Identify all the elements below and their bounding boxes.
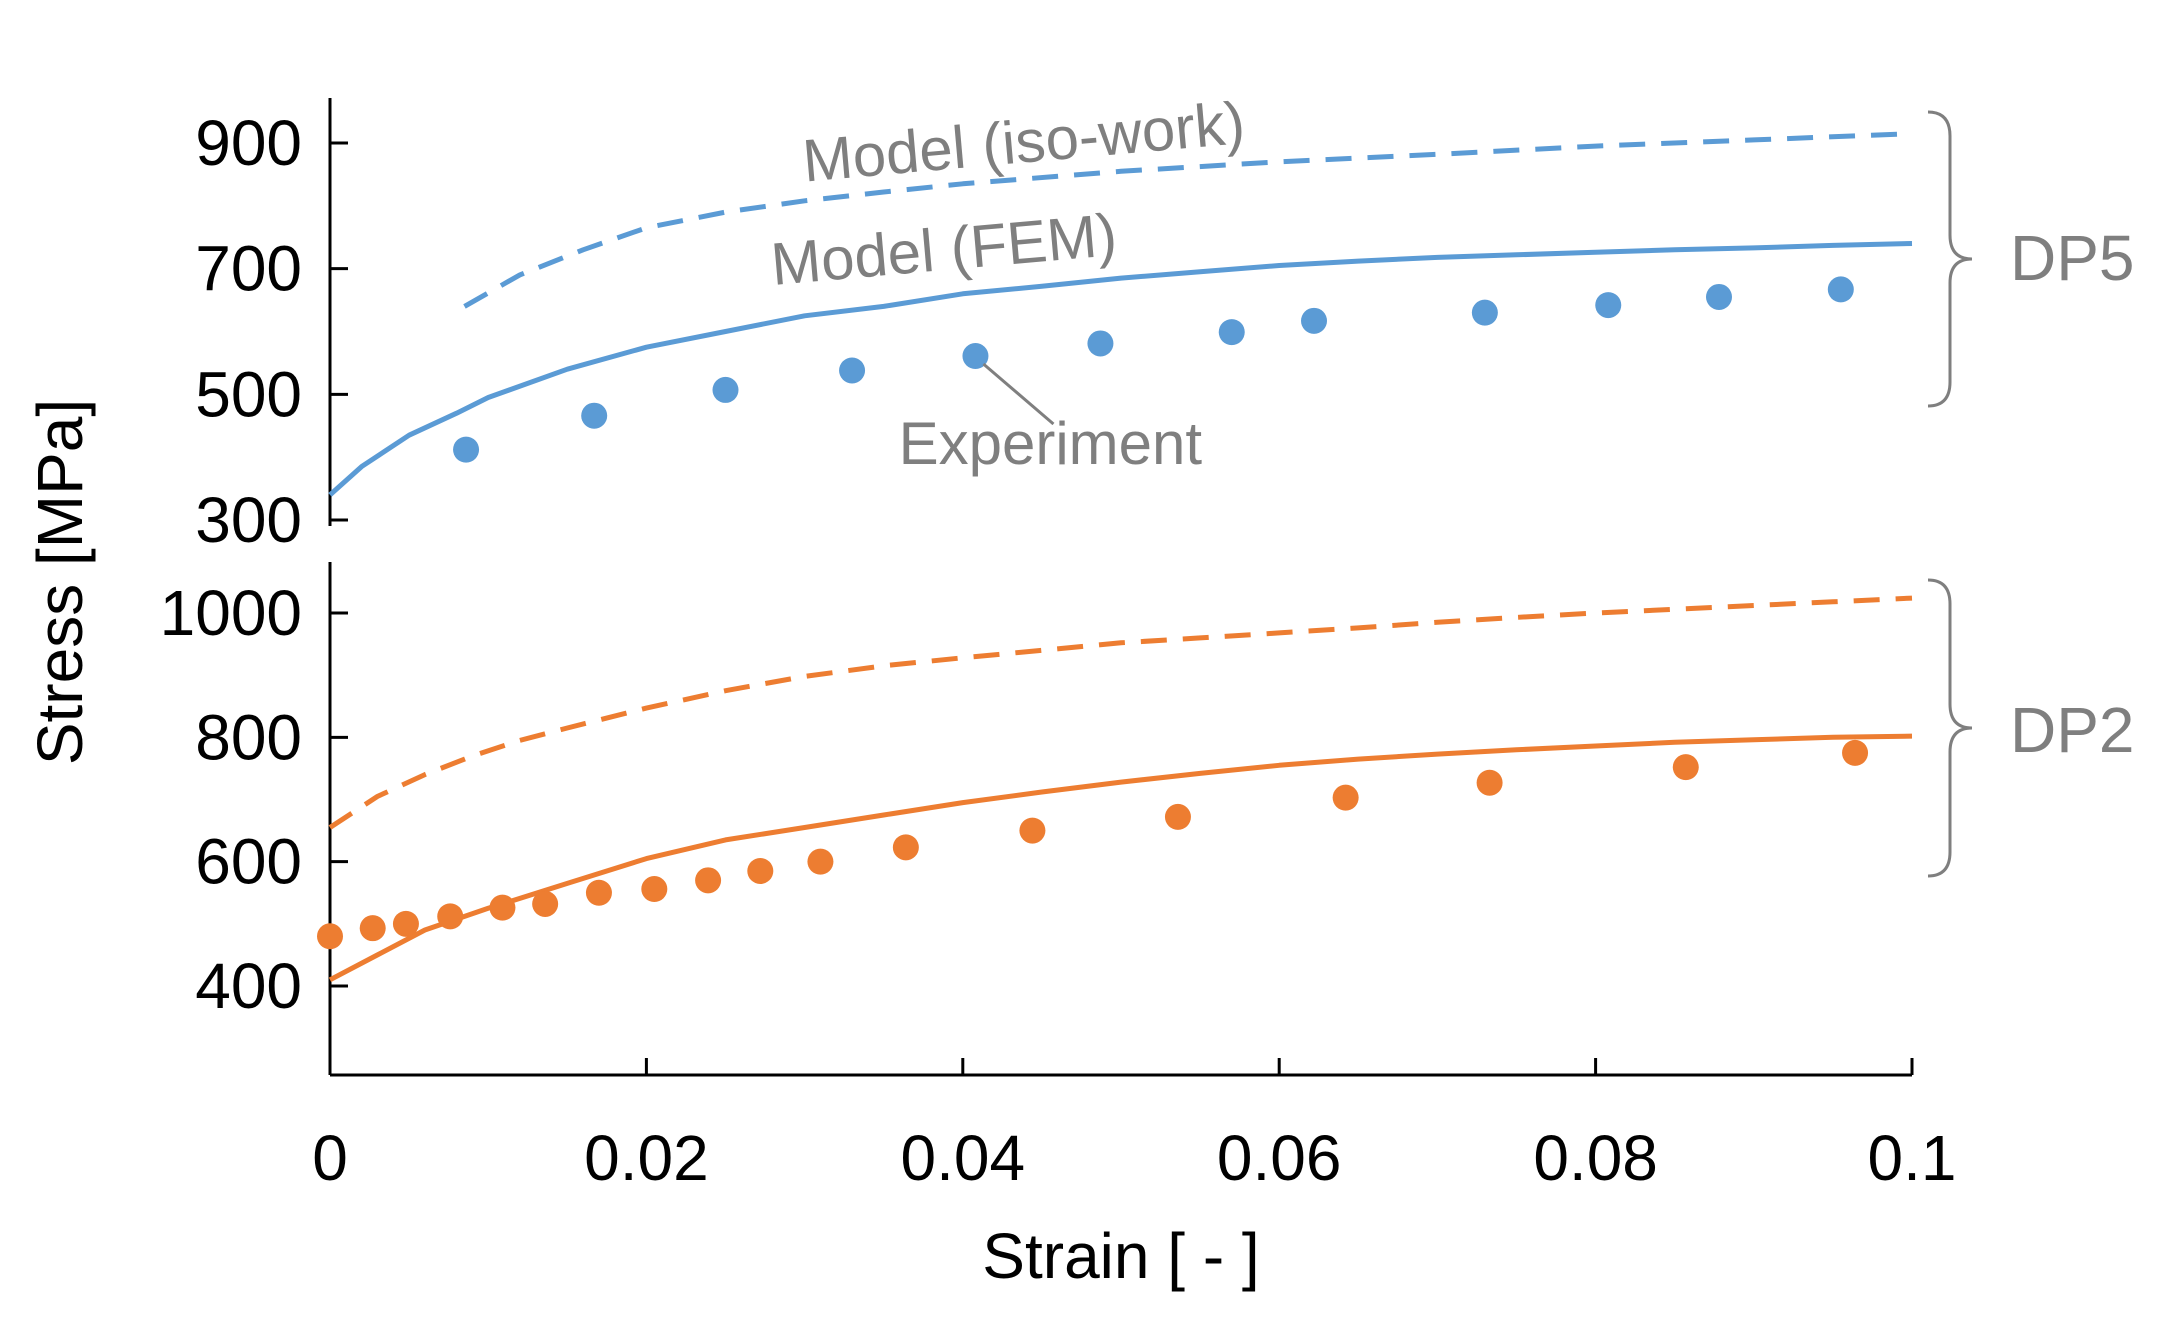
axis-break-gap bbox=[318, 526, 342, 562]
series bbox=[317, 131, 1913, 983]
dp2-experiment-point bbox=[585, 879, 612, 906]
dp2-experiment-point bbox=[359, 915, 386, 942]
dp5-bracket bbox=[1927, 110, 1973, 408]
dp5-y-tick-label: 700 bbox=[195, 233, 302, 305]
x-tick-label: 0 bbox=[312, 1122, 348, 1194]
dp5-y-tick-label: 300 bbox=[195, 484, 302, 556]
dp5-experiment-point bbox=[581, 402, 608, 429]
dp2-experiment-point bbox=[1164, 803, 1191, 830]
dp5-fem-line bbox=[328, 241, 1913, 497]
dp2-experiment-point bbox=[532, 890, 559, 917]
dp5-experiment-point bbox=[712, 376, 739, 403]
dp5-experiment-point bbox=[453, 436, 480, 463]
dp5-y-tick-label: 900 bbox=[195, 107, 302, 179]
dp2-group-label: DP2 bbox=[2010, 694, 2135, 766]
dp5-experiment-point bbox=[1087, 330, 1114, 357]
dp2-fem-line bbox=[328, 733, 1913, 983]
dp2-experiment-point bbox=[437, 903, 464, 930]
dp2-experiment-point bbox=[1672, 754, 1699, 781]
dp5-experiment-point bbox=[1705, 283, 1732, 310]
dp5-experiment-point bbox=[1827, 276, 1854, 303]
dp2-experiment-point bbox=[892, 834, 919, 861]
experiment-leader-line bbox=[982, 362, 1055, 426]
dp2-experiment-point bbox=[317, 923, 343, 950]
x-axis-title: Strain [ - ] bbox=[982, 1220, 1259, 1292]
dp5-experiment-point bbox=[1471, 299, 1498, 326]
dp2-experiment-point bbox=[1019, 817, 1046, 844]
dp2-experiment-point bbox=[747, 857, 774, 884]
dp2-y-tick-label: 1000 bbox=[160, 577, 302, 649]
dp2-experiment-point bbox=[392, 910, 419, 937]
x-tick-label: 0.04 bbox=[901, 1122, 1026, 1194]
x-tick-label: 0.08 bbox=[1533, 1122, 1658, 1194]
dp2-bracket bbox=[1927, 578, 1973, 878]
dp2-iso-work-line bbox=[328, 595, 1913, 830]
dp2-experiment-point bbox=[1476, 769, 1503, 796]
dp5-experiment-point bbox=[1301, 307, 1328, 334]
dp2-experiment-point bbox=[807, 848, 834, 875]
dp2-y-tick-label: 600 bbox=[195, 826, 302, 898]
dp2-experiment-point bbox=[641, 876, 668, 903]
dp5-experiment-point bbox=[1218, 319, 1245, 346]
dp5-experiment-point bbox=[1595, 292, 1622, 319]
dp5-y-tick-label: 500 bbox=[195, 358, 302, 430]
dp5-experiment-point bbox=[839, 357, 866, 384]
annotations: Strain [ - ] Stress [MPa] DP5 Model (iso-… bbox=[24, 89, 2135, 1292]
dp2-experiment-point bbox=[695, 867, 722, 894]
dp5-group-label: DP5 bbox=[2010, 222, 2135, 294]
dp2-y-tick-label: 800 bbox=[195, 701, 302, 773]
iso-work-annotation: Model (iso-work) bbox=[800, 89, 1248, 194]
dp5-experiment-point bbox=[962, 343, 989, 370]
x-tick-label: 0.1 bbox=[1868, 1122, 1957, 1194]
dp2-experiment-point bbox=[1332, 784, 1359, 811]
dp2-y-tick-label: 400 bbox=[195, 950, 302, 1022]
y-axis-title: Stress [MPa] bbox=[24, 399, 96, 765]
ticks: 0 0.02 0.04 0.06 0.08 0.1 900 700 500 300 1000 800 6… bbox=[160, 107, 1957, 1194]
x-tick-label: 0.06 bbox=[1217, 1122, 1342, 1194]
dp2-experiment-point bbox=[489, 894, 516, 921]
axes bbox=[318, 98, 1912, 1077]
dp2-experiment-point bbox=[1842, 739, 1869, 766]
x-tick-label: 0.02 bbox=[584, 1122, 709, 1194]
dp5-iso-work-line bbox=[463, 131, 1913, 309]
